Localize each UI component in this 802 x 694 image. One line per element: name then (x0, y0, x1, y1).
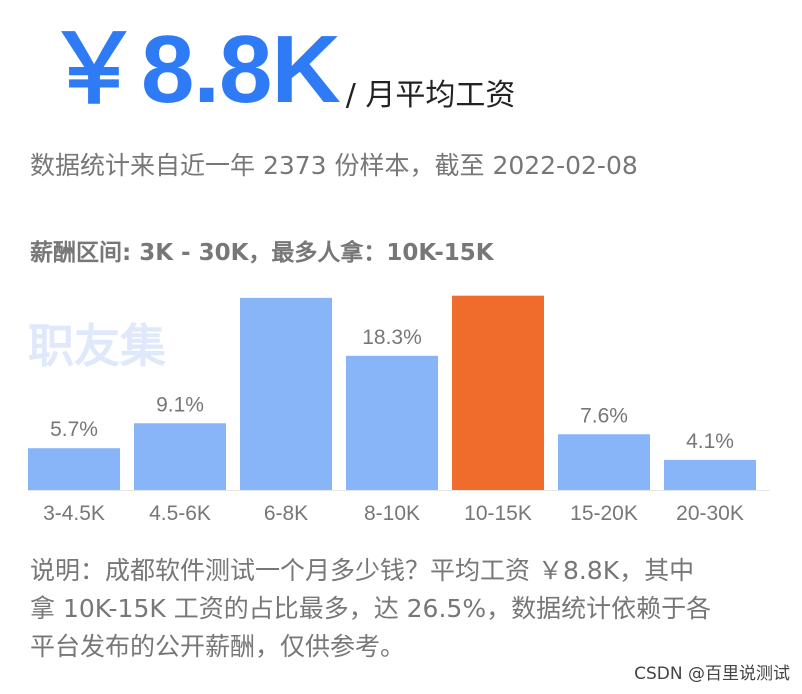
bar-6-8K (240, 297, 332, 490)
description-line: 说明：成都软件测试一个月多少钱？平均工资 ￥8.8K，其中 (30, 556, 695, 585)
average-salary-unit: / 月平均工资 (345, 78, 516, 113)
description-line: 拿 10K-15K 工资的占比最多，达 26.5%，数据统计依赖于各 (30, 594, 712, 623)
bar-4.5-6K (134, 423, 226, 490)
bar-8-10K (346, 355, 438, 490)
bar-value-label: 18.3% (362, 326, 422, 349)
bar-3-4.5K (28, 448, 120, 490)
salary-range-summary: 薪酬区间: 3K - 30K，最多人拿：10K-15K (30, 240, 494, 266)
x-tick-label: 15-20K (570, 502, 638, 525)
bar-20-30K (664, 459, 756, 490)
salary-distribution-chart: 5.7% 3-4.5K 9.1% 4.5-6K 26.2% 6-8K 18.3% 8-10K 2… (28, 290, 770, 525)
bar-value-label: 9.1% (156, 393, 204, 416)
x-tick-label: 4.5-6K (149, 502, 211, 525)
bar-value-label: 26.2% (256, 290, 316, 291)
bar-value-label: 7.6% (580, 404, 628, 427)
bar-10-15K (452, 295, 544, 490)
bar-value-label: 4.1% (686, 430, 734, 453)
salary-headline: ￥8.8K / 月平均工资 (46, 22, 515, 118)
description: 说明：成都软件测试一个月多少钱？平均工资 ￥8.8K，其中 拿 10K-15K … (30, 552, 780, 666)
sample-stats: 数据统计来自近一年 2373 份样本，截至 2022-02-08 (30, 151, 638, 180)
watermark-logo-text: 职友集 (28, 319, 166, 373)
x-tick-label: 8-10K (364, 502, 420, 525)
x-tick-label: 10-15K (464, 502, 532, 525)
x-tick-label: 3-4.5K (43, 502, 105, 525)
bar-value-label: 5.7% (50, 418, 98, 441)
x-tick-label: 20-30K (676, 502, 744, 525)
source-credit: CSDN @百里说测试 (634, 664, 790, 684)
bar-15-20K (558, 434, 650, 490)
description-line: 平台发布的公开薪酬，仅供参考。 (30, 632, 406, 661)
x-tick-label: 6-8K (264, 502, 308, 525)
average-salary-value: ￥8.8K (46, 16, 341, 123)
